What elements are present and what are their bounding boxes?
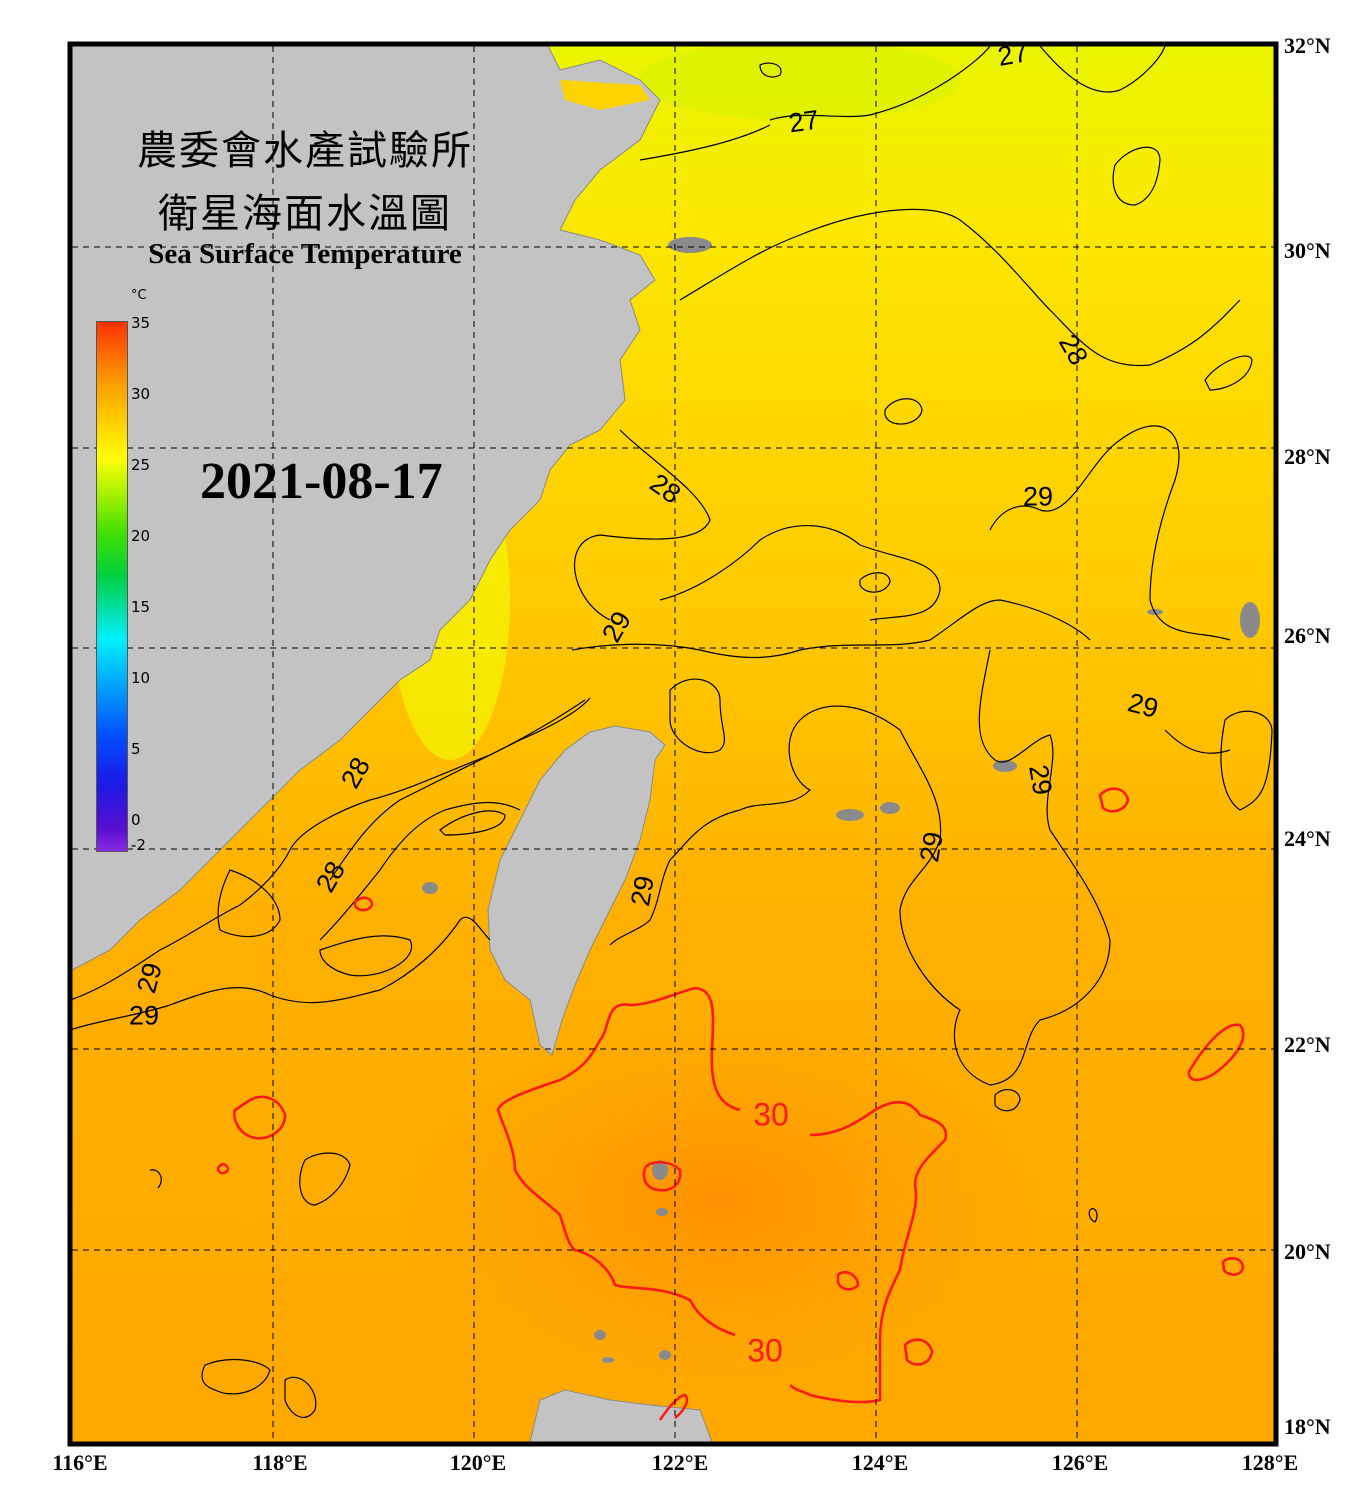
- lon-label: 128°E: [1241, 1450, 1299, 1475]
- lon-label: 122°E: [651, 1450, 709, 1475]
- contour-label-29: 29: [1023, 762, 1058, 798]
- lon-label: 126°E: [1051, 1450, 1109, 1475]
- colorbar-tick: 0: [131, 811, 141, 829]
- date-label: 2021-08-17: [200, 453, 443, 510]
- lon-label: 118°E: [252, 1450, 308, 1475]
- title-chinese-line1: 農委會水產試驗所: [137, 128, 473, 174]
- contour-30-lines: [216, 787, 1245, 1421]
- contour-label-27: 27: [786, 104, 821, 139]
- lat-label: 26°N: [1284, 623, 1331, 648]
- lon-label: 120°E: [449, 1450, 507, 1475]
- colorbar-tick: 15: [131, 598, 151, 616]
- contour-label-29: 29: [128, 1000, 160, 1031]
- lon-label: 124°E: [851, 1450, 909, 1475]
- cool-north-patch: [640, 46, 960, 120]
- contour-label-29: 29: [625, 873, 660, 909]
- contour-label-30: 30: [753, 1096, 789, 1133]
- title-english: Sea Surface Temperature: [148, 238, 462, 270]
- colorbar-tick: 30: [131, 385, 151, 403]
- colorbar-tick: 25: [131, 456, 151, 474]
- lat-label: 20°N: [1284, 1239, 1331, 1264]
- title-chinese-line2: 衛星海面水溫圖: [158, 191, 452, 237]
- colorbar-tick: 5: [131, 740, 141, 758]
- graticule: [72, 46, 1274, 1442]
- lat-label: 18°N: [1284, 1414, 1331, 1439]
- colorbar-tick: 10: [131, 669, 151, 687]
- taiwan-island: [487, 725, 666, 1056]
- contour-lines: [72, 46, 1273, 1418]
- small-islands: [422, 237, 1260, 1363]
- map-frame: [67, 41, 1279, 1447]
- lat-label: 28°N: [1284, 444, 1331, 469]
- warm-pool: [390, 1000, 1050, 1400]
- china-mainland: [72, 46, 661, 971]
- contour-label-30: 30: [747, 1332, 783, 1369]
- colorbar-unit: °C: [131, 288, 147, 303]
- contour-label-27: 27: [995, 37, 1031, 72]
- lat-label: 24°N: [1284, 826, 1331, 851]
- lon-label: 116°E: [52, 1450, 108, 1475]
- lat-label: 30°N: [1284, 238, 1331, 263]
- luzon-island: [529, 1389, 713, 1442]
- yangtze-estuary: [560, 80, 650, 110]
- lat-label: 32°N: [1284, 33, 1331, 58]
- colorbar-tick: 35: [131, 314, 151, 332]
- lat-label: 22°N: [1284, 1032, 1331, 1057]
- colorbar: [96, 321, 128, 852]
- contour-label-29: 29: [914, 829, 949, 865]
- colorbar-tick: 20: [131, 527, 151, 545]
- colorbar-tick: -2: [131, 836, 146, 854]
- contour-label-29: 29: [1022, 481, 1054, 512]
